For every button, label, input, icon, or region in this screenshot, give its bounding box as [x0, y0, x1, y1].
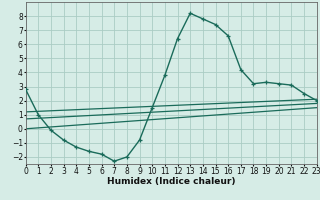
X-axis label: Humidex (Indice chaleur): Humidex (Indice chaleur): [107, 177, 236, 186]
